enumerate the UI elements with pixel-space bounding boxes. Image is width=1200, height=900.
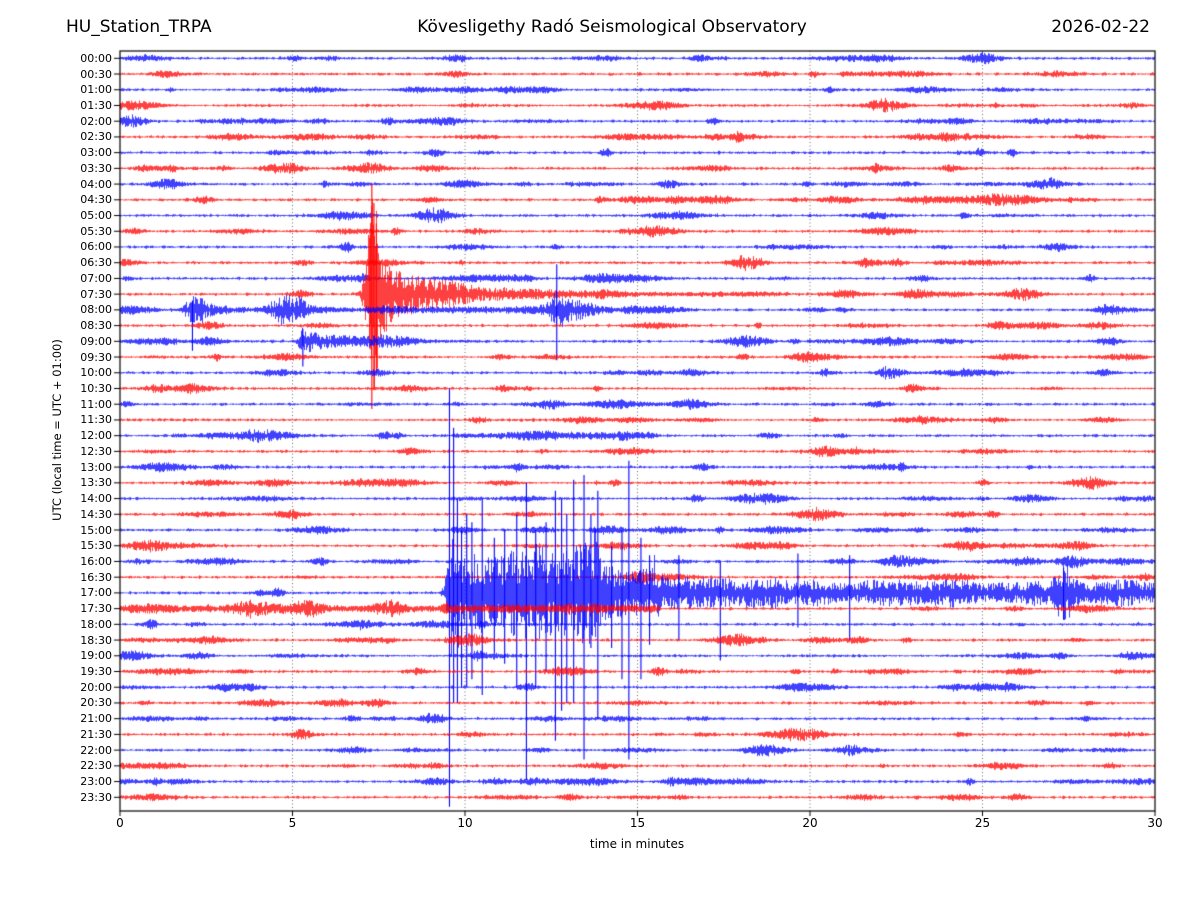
row-time-label: 07:00 bbox=[80, 271, 112, 285]
row-time-label: 02:30 bbox=[80, 130, 112, 144]
row-time-label: 20:00 bbox=[80, 680, 112, 694]
row-time-label: 10:30 bbox=[80, 381, 112, 395]
x-axis-label: time in minutes bbox=[589, 837, 685, 851]
x-tick-label: 0 bbox=[116, 816, 124, 830]
row-time-label: 22:00 bbox=[80, 743, 112, 757]
row-time-label: 12:30 bbox=[80, 444, 112, 458]
row-time-label: 19:30 bbox=[80, 665, 112, 678]
row-time-label: 06:00 bbox=[80, 240, 112, 254]
row-time-label: 23:00 bbox=[80, 775, 112, 789]
row-time-label: 07:30 bbox=[80, 287, 112, 301]
row-time-label: 01:30 bbox=[80, 98, 112, 112]
row-time-label: 10:00 bbox=[80, 366, 112, 380]
row-time-label: 20:30 bbox=[80, 696, 112, 710]
row-time-label: 15:30 bbox=[80, 539, 112, 553]
date-label: 2026-02-22 bbox=[1051, 17, 1150, 37]
row-time-label: 13:30 bbox=[80, 476, 112, 490]
row-time-label: 14:30 bbox=[80, 507, 112, 521]
row-time-label: 11:00 bbox=[80, 397, 112, 411]
x-tick-label: 20 bbox=[802, 816, 818, 830]
row-time-label: 01:00 bbox=[80, 83, 112, 97]
row-time-label: 09:00 bbox=[80, 334, 112, 348]
row-time-label: 08:00 bbox=[80, 303, 112, 317]
row-time-label: 04:30 bbox=[80, 193, 112, 207]
row-time-label: 00:00 bbox=[80, 51, 112, 65]
row-time-label: 00:30 bbox=[80, 67, 112, 81]
row-time-label: 12:00 bbox=[80, 429, 112, 443]
station-label: HU_Station_TRPA bbox=[66, 17, 212, 37]
row-time-label: 21:00 bbox=[80, 712, 112, 726]
row-time-label: 22:30 bbox=[80, 759, 112, 773]
row-time-label: 11:30 bbox=[80, 413, 112, 427]
row-time-label: 19:00 bbox=[80, 649, 112, 663]
row-time-label: 06:30 bbox=[80, 256, 112, 270]
x-tick-label: 30 bbox=[1147, 816, 1163, 830]
row-time-label: 03:30 bbox=[80, 161, 112, 175]
row-time-label: 08:30 bbox=[80, 319, 112, 333]
row-time-label: 02:00 bbox=[80, 114, 112, 128]
observatory-title: Kövesligethy Radó Seismological Observat… bbox=[417, 17, 807, 37]
row-time-label: 17:30 bbox=[80, 602, 112, 616]
row-time-label: 17:00 bbox=[80, 586, 112, 600]
row-time-label: 18:00 bbox=[80, 617, 112, 631]
row-time-label: 03:00 bbox=[80, 146, 112, 160]
row-time-label: 23:30 bbox=[80, 790, 112, 804]
x-tick-label: 5 bbox=[288, 816, 297, 830]
x-tick-label: 25 bbox=[974, 816, 991, 830]
row-time-label: 09:30 bbox=[80, 350, 112, 364]
row-time-label: 16:30 bbox=[80, 570, 112, 584]
row-time-label: 04:00 bbox=[80, 177, 112, 191]
row-time-label: 18:30 bbox=[80, 633, 112, 647]
row-time-label: 16:00 bbox=[80, 554, 112, 568]
x-tick-label: 10 bbox=[457, 816, 473, 830]
x-tick-label: 15 bbox=[629, 816, 646, 830]
row-time-label: 13:00 bbox=[80, 460, 112, 474]
row-time-label: 15:00 bbox=[80, 523, 112, 537]
row-time-label: 05:30 bbox=[80, 224, 112, 238]
row-time-label: 05:00 bbox=[80, 209, 112, 223]
row-time-label: 14:00 bbox=[80, 492, 112, 506]
row-time-label: 21:30 bbox=[80, 727, 112, 741]
